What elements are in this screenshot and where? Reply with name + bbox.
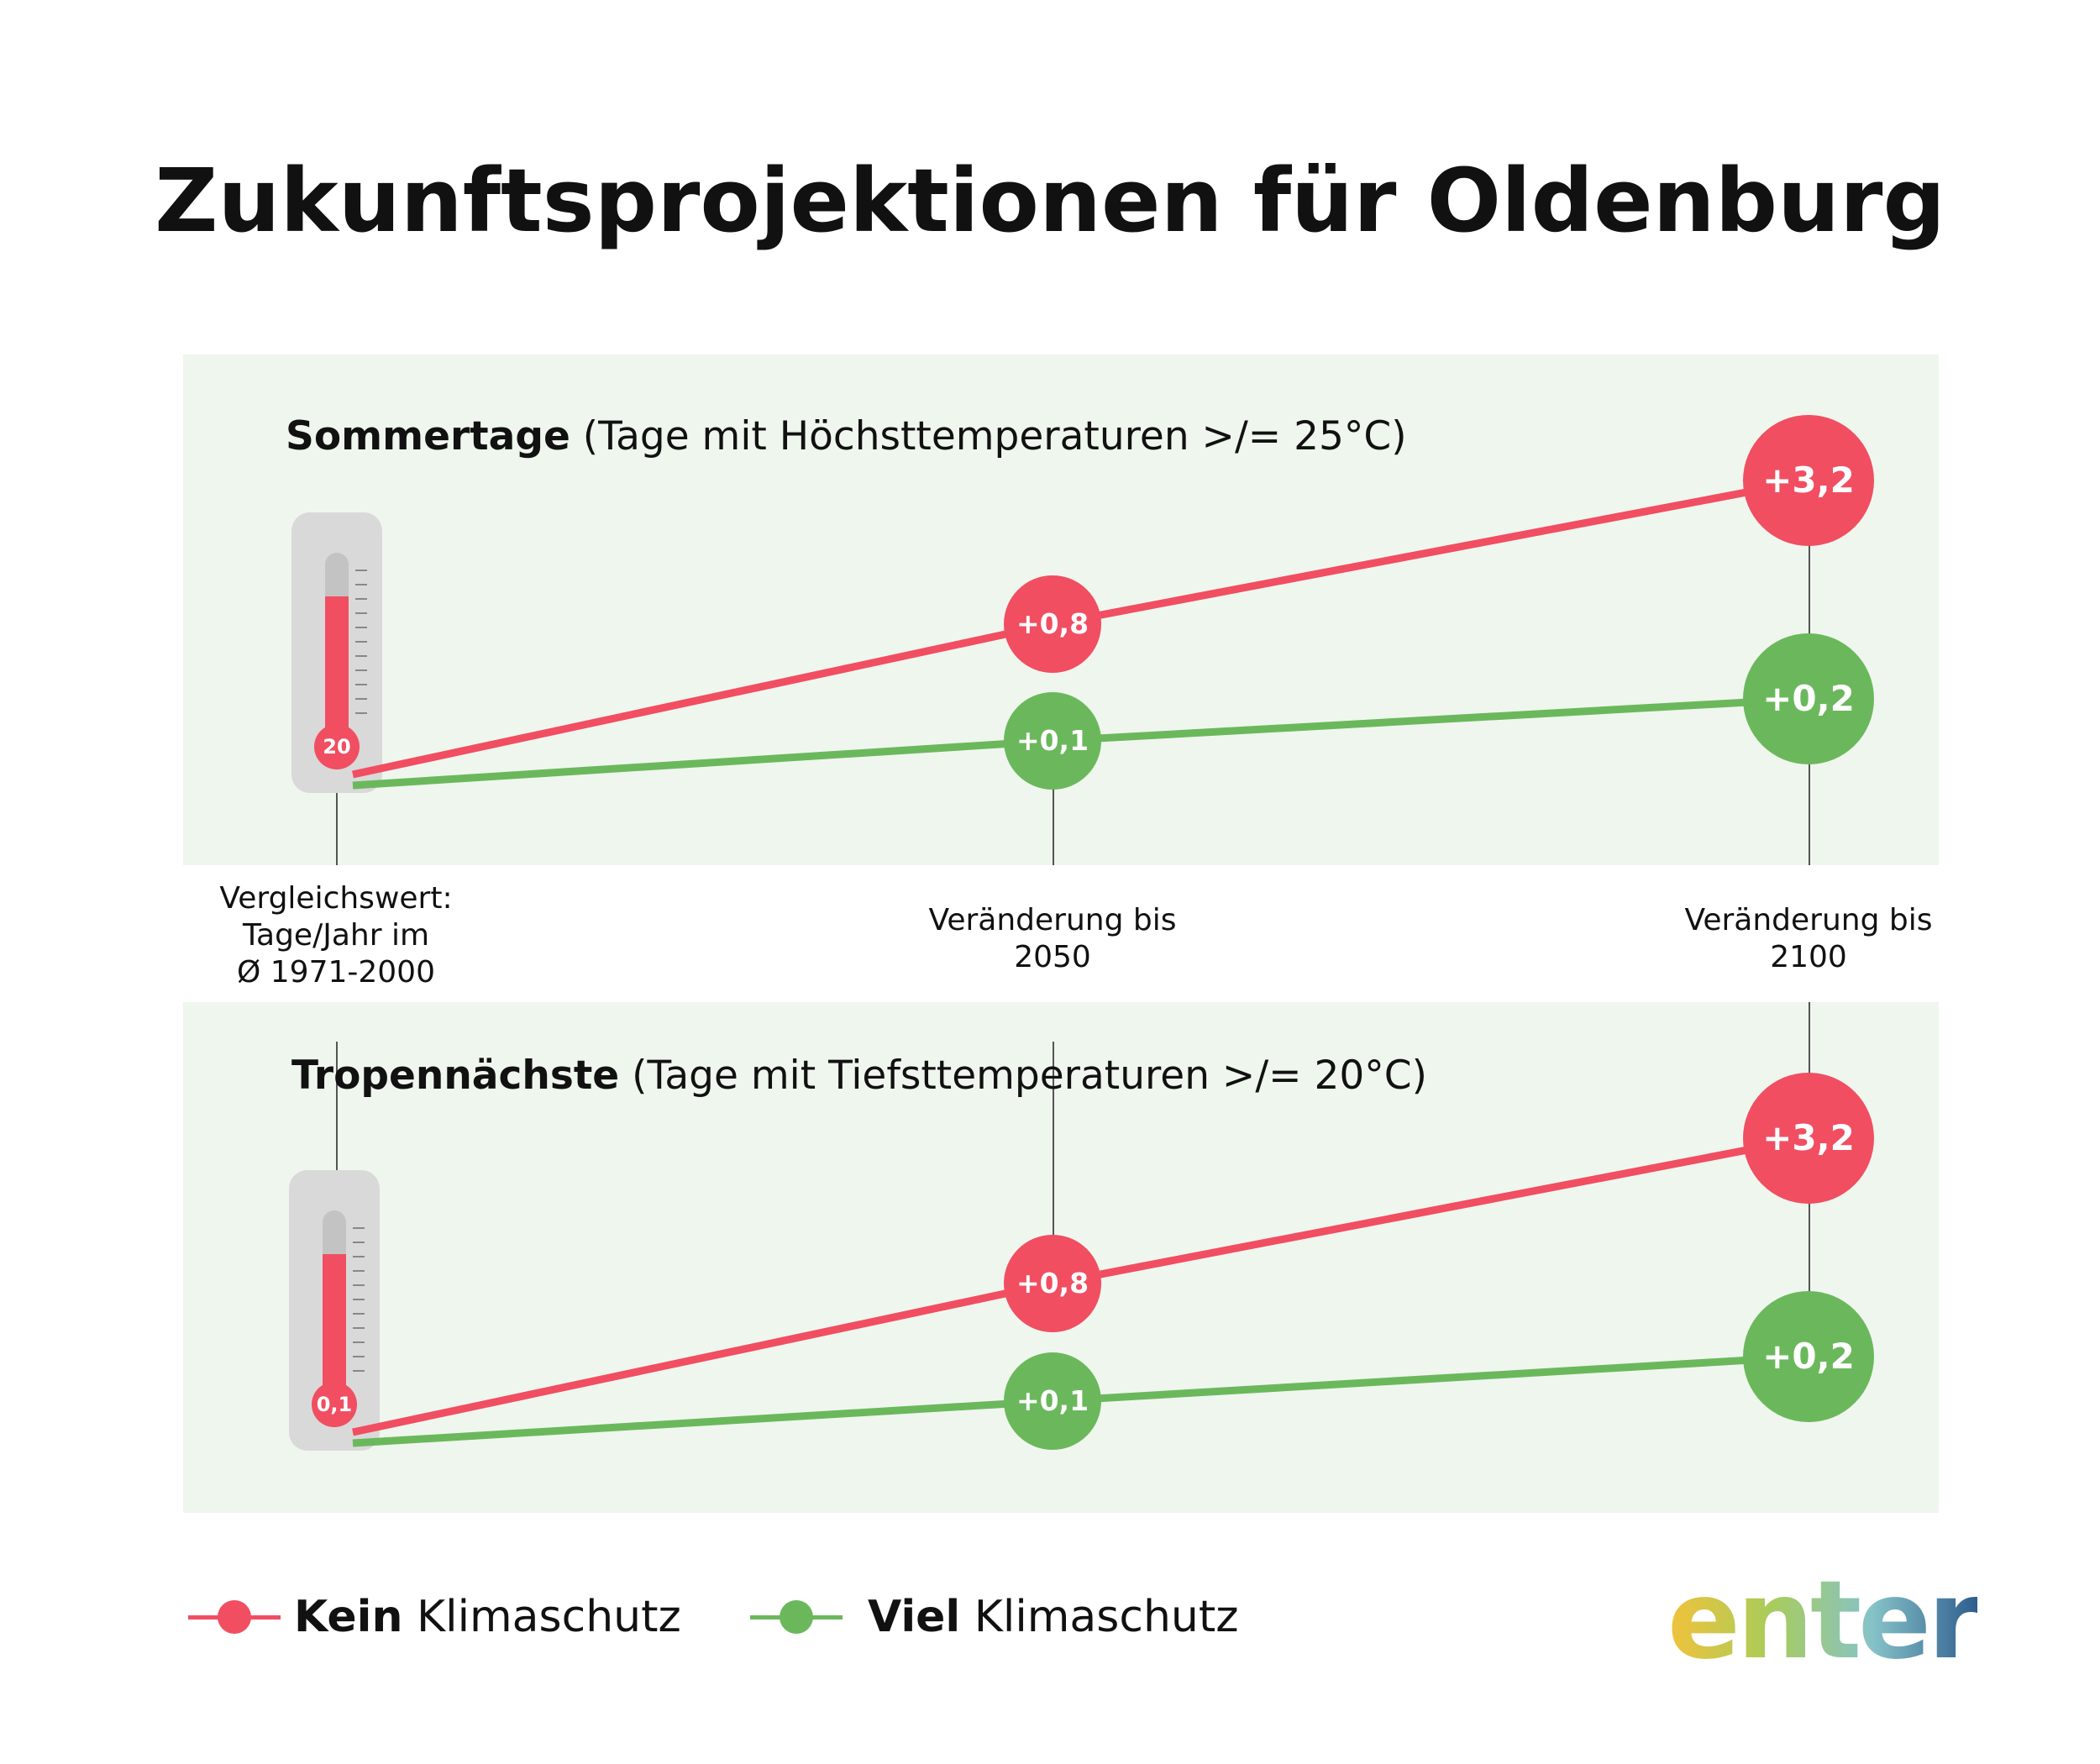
thermometer-tick [353,1299,365,1300]
x-label-2050: Veränderung bis 2050 [928,903,1177,974]
guide-line-2050-bottom [1053,1042,1054,1243]
panel-title-bold: Sommertage [286,413,570,459]
thermometer-tick [353,1370,365,1372]
thermometer-tick [355,698,367,700]
data-point-kein-2050: +0,8 [1004,1235,1101,1332]
legend-label-viel: Viel Klimaschutz [868,1592,1239,1642]
guide-line-2100-a [1809,538,1810,638]
guide-line-2100-c [1809,1002,1810,1078]
thermometer-tick [355,612,367,614]
thermometer-tick [355,584,367,585]
legend-item-viel: Viel Klimaschutz [750,1588,1271,1646]
panel-title-rest: (Tage mit Tiefsttemperaturen >/= 20°C) [619,1053,1427,1099]
thermometer-fill [323,1254,346,1405]
legend-label-kein: Kein Klimaschutz [294,1592,681,1642]
thermometer-tick [353,1242,365,1243]
guide-line-2100-d [1809,1201,1810,1302]
thermometer-tick [355,570,367,571]
thermometer-tick [355,669,367,671]
thermometer-tick [355,627,367,628]
guide-line-2100-b [1809,756,1810,865]
thermometer-icon: 0,1 [289,1170,380,1451]
data-point-kein-2050: +0,8 [1004,575,1101,673]
panel-title-sommertage: Sommertage (Tage mit Höchsttemperaturen … [286,413,1407,459]
thermometer-tick [353,1270,365,1272]
series-line-viel-bottom [1052,1352,1809,1405]
series-line-kein-top [1052,476,1809,628]
thermometer-fill [325,596,349,748]
panel-title-tropennaechste: Tropennächste (Tage mit Tiefsttemperatur… [291,1053,1427,1099]
thermometer-baseline-value: 20 [314,724,360,769]
data-point-kein-2100: +3,2 [1743,1073,1874,1204]
data-point-viel-2100: +0,2 [1743,633,1874,764]
data-point-viel-2050: +0,1 [1004,1352,1101,1450]
x-label-2100: Veränderung bis 2100 [1684,903,1933,974]
series-line-kein-bottom [352,1279,1053,1436]
page-title: Zukunftsprojektionen für Oldenburg [155,150,1945,252]
thermometer-tick [353,1284,365,1286]
thermometer-baseline-value: 0,1 [312,1382,357,1427]
series-line-viel-top [1052,695,1809,745]
legend-dot [218,1600,251,1634]
legend-dot [780,1600,813,1634]
data-point-viel-2100: +0,2 [1743,1291,1874,1422]
series-line-viel-top [352,737,1053,790]
thermometer-tick [353,1256,365,1257]
thermometer-tick [353,1356,365,1357]
thermometer-tick [353,1341,365,1343]
thermometer-tick [355,598,367,600]
panel-title-rest: (Tage mit Höchsttemperaturen >/= 25°C) [570,413,1407,459]
data-point-viel-2050: +0,1 [1004,692,1101,790]
series-line-viel-bottom [352,1397,1053,1447]
thermometer-tick [355,641,367,643]
data-point-kein-2100: +3,2 [1743,415,1874,546]
legend-item-kein: Kein Klimaschutz [188,1588,709,1646]
thermometer-tick [355,712,367,714]
thermometer-tick [353,1327,365,1329]
thermometer-tick [353,1313,365,1315]
series-line-kein-bottom [1052,1134,1809,1288]
thermometer-icon: 20 [291,512,382,793]
guide-line-baseline-bottom [336,1042,338,1176]
series-line-kein-top [352,620,1053,779]
enter-logo: enter [1667,1558,1981,1683]
guide-line-baseline-top [336,790,338,865]
panel-title-bold: Tropennächste [291,1053,620,1099]
thermometer-tick [353,1227,365,1229]
x-label-baseline: Vergleichswert: Tage/Jahr im Ø 1971-2000 [219,881,453,990]
thermometer-tick [355,684,367,685]
guide-line-2050-top [1053,739,1054,865]
thermometer-tick [355,655,367,657]
